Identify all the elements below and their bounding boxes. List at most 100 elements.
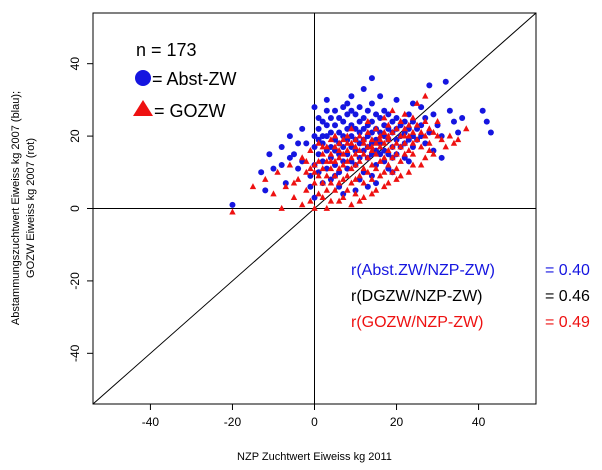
gozw-point	[372, 165, 380, 172]
abst-zw-point	[381, 107, 388, 114]
gozw-point	[290, 194, 298, 201]
abst-zw-point	[319, 118, 326, 125]
gozw-point	[274, 168, 281, 175]
gozw-point	[303, 157, 310, 164]
abst-zw-point	[270, 165, 277, 172]
y-tick-label: 0	[68, 205, 82, 212]
x-tick-label: 20	[390, 415, 404, 429]
gozw-point	[368, 190, 376, 197]
gozw-point	[278, 204, 285, 211]
abst-zw-point	[319, 133, 326, 140]
gozw-point	[335, 154, 343, 161]
gozw-point	[344, 139, 351, 146]
gozw-point	[323, 204, 331, 211]
gozw-point	[409, 128, 417, 135]
gozw-point	[352, 150, 359, 157]
gozw-point	[344, 132, 351, 139]
gozw-point	[405, 146, 413, 153]
gozw-point	[381, 114, 388, 121]
abst-zw-point	[229, 201, 236, 208]
stat-value-abst-zw: = 0.40	[545, 262, 590, 279]
gozw-point	[335, 179, 343, 186]
gozw-point	[450, 139, 458, 146]
gozw-point	[442, 143, 449, 150]
gozw-point	[360, 179, 367, 186]
gozw-point	[360, 139, 367, 146]
abst-zw-point	[323, 96, 330, 103]
gozw-point	[344, 157, 351, 164]
abst-zw-point	[290, 151, 297, 158]
gozw-point	[368, 161, 376, 168]
gozw-point	[463, 125, 470, 132]
gozw-point	[286, 161, 294, 168]
gozw-point	[319, 143, 326, 150]
gozw-point	[397, 132, 404, 139]
gozw-point	[438, 136, 445, 143]
gozw-point	[311, 179, 318, 186]
gozw-point	[352, 143, 359, 150]
gozw-point	[331, 143, 339, 150]
abst-zw-point	[282, 180, 289, 187]
gozw-point	[311, 168, 318, 175]
gozw-point	[294, 175, 302, 182]
gozw-point	[372, 125, 380, 132]
abst-zw-point	[393, 114, 400, 121]
abst-zw-point	[356, 129, 363, 136]
x-axis-label: NZP Zuchtwert Eiweiss kg 2011	[237, 451, 392, 463]
stat-value-dgzw: = 0.46	[545, 288, 590, 305]
abst-zw-point	[340, 104, 347, 111]
abst-zw-point	[389, 118, 396, 125]
legend-label-abst-zw: = Abst-ZW	[152, 69, 237, 89]
gozw-point	[417, 161, 425, 168]
gozw-point	[262, 175, 269, 182]
abst-zw-point	[278, 162, 285, 169]
gozw-point	[426, 146, 433, 153]
gozw-point	[319, 194, 326, 201]
gozw-point	[364, 128, 372, 135]
gozw-point	[405, 121, 413, 128]
gozw-point	[389, 128, 396, 135]
gozw-point	[360, 150, 367, 157]
gozw-point	[385, 132, 392, 139]
gozw-point	[422, 154, 429, 161]
gozw-point	[348, 125, 355, 132]
gozw-point	[327, 197, 335, 204]
abst-zw-point	[323, 107, 330, 114]
gozw-point	[307, 146, 314, 153]
gozw-point	[426, 139, 433, 146]
x-axis: -40 -20 0 20 40	[142, 404, 486, 429]
gozw-point	[327, 165, 335, 172]
x-tick-label: 40	[472, 415, 486, 429]
gozw-point	[315, 190, 322, 197]
abst-zw-point	[258, 169, 265, 176]
gozw-point	[340, 150, 347, 157]
abst-zw-point	[373, 111, 380, 118]
gozw-point	[385, 179, 392, 186]
gozw-point	[335, 197, 343, 204]
gozw-point	[393, 125, 400, 132]
gozw-point	[323, 157, 331, 164]
abst-zw-point	[356, 104, 363, 111]
y-axis: -40 -20 0 20 40	[68, 57, 93, 362]
x-tick-label: -40	[142, 415, 160, 429]
gozw-point	[409, 139, 417, 146]
abst-zw-point	[266, 151, 273, 158]
abst-zw-point	[327, 114, 334, 121]
legend-label-gozw: = GOZW	[154, 101, 226, 121]
gozw-point	[356, 157, 363, 164]
gozw-point	[311, 161, 318, 168]
abst-zw-point	[393, 96, 400, 103]
gozw-point	[323, 172, 331, 179]
gozw-point	[385, 146, 392, 153]
gozw-point	[270, 190, 277, 197]
gozw-point	[393, 150, 400, 157]
gozw-point	[422, 132, 429, 139]
legend-circle-marker	[135, 70, 151, 86]
gozw-point	[352, 190, 359, 197]
gozw-point	[385, 121, 392, 128]
abst-zw-point	[286, 154, 293, 161]
gozw-point	[348, 139, 355, 146]
abst-zw-point	[487, 129, 494, 136]
abst-zw-point	[368, 75, 375, 82]
gozw-point	[331, 186, 339, 193]
